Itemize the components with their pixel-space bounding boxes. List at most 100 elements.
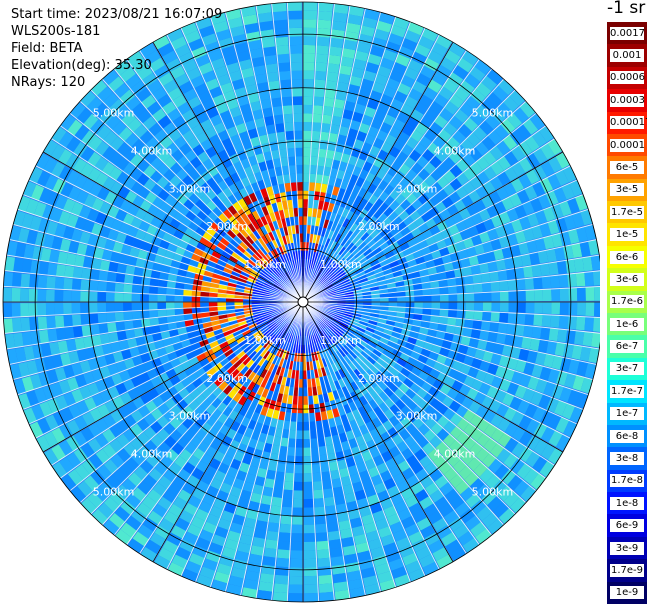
ppi-gate-cell (567, 228, 580, 244)
ppi-gate-cell (236, 362, 246, 373)
ppi-gate-cell (290, 558, 303, 568)
ppi-gate-cell (195, 226, 206, 237)
ppi-gate-cell (457, 123, 472, 138)
ppi-gate-cell (530, 473, 546, 490)
ppi-gate-cell (226, 365, 237, 375)
ppi-gate-cell (482, 241, 494, 253)
ppi-gate-cell (349, 75, 362, 87)
ppi-gate-cell (293, 387, 299, 397)
ppi-gate-cell (292, 395, 299, 405)
ppi-gate-cell (191, 516, 206, 530)
ppi-gate-cell (494, 124, 509, 140)
ppi-gate-cell (351, 235, 361, 245)
ppi-gate-cell (63, 277, 73, 290)
ppi-gate-cell (369, 428, 381, 440)
ppi-gate-cell (523, 265, 534, 278)
ppi-gate-cell (437, 271, 447, 280)
ppi-gate-cell (383, 477, 397, 490)
ppi-gate-cell (440, 294, 449, 302)
ppi-gate-cell (274, 282, 283, 288)
ppi-gate-cell (493, 502, 510, 518)
ppi-ray-line (101, 301, 304, 526)
ppi-gate-cell (201, 422, 213, 434)
ppi-gate-cell (341, 261, 350, 270)
ppi-gate-cell (547, 138, 563, 156)
ppi-gate-cell (489, 145, 504, 161)
ppi-gate-cell (66, 253, 77, 266)
ppi-gate-cell (126, 51, 144, 67)
ppi-gate-cell (115, 484, 131, 500)
ppi-gate-cell (223, 233, 233, 243)
ppi-gate-cell (363, 347, 373, 356)
ppi-gate-cell (356, 95, 369, 107)
ppi-gate-cell (564, 373, 577, 389)
ppi-gate-cell (318, 583, 334, 593)
ppi-gate-cell (497, 171, 511, 186)
ppi-gate-cell (317, 19, 332, 30)
ppi-gate-cell (124, 274, 134, 285)
ppi-gate-cell (229, 522, 244, 534)
ppi-gate-cell (487, 331, 498, 343)
ppi-gate-cell (108, 261, 119, 273)
ppi-gate-cell (338, 378, 346, 388)
ppi-gate-cell (206, 513, 221, 527)
ppi-gate-cell (534, 289, 543, 302)
ppi-gate-cell (263, 329, 272, 337)
ppi-gate-cell (58, 440, 73, 457)
ppi-gate-cell (333, 151, 343, 162)
ppi-gate-cell (74, 124, 90, 141)
ppi-gate-cell (60, 407, 74, 423)
ppi-gate-cell (307, 199, 314, 209)
ppi-gate-cell (248, 275, 258, 282)
ppi-gate-cell (182, 59, 198, 73)
ppi-gate-cell (259, 503, 271, 514)
ppi-gate-cell (325, 286, 335, 292)
ppi-gate-cell (195, 163, 207, 176)
ppi-gate-cell (428, 510, 444, 525)
ppi-gate-cell (263, 340, 271, 349)
ppi-gate-cell (97, 313, 107, 324)
ppi-gate-cell (258, 20, 274, 32)
ppi-gate-cell (81, 130, 96, 146)
ppi-gate-cell (429, 100, 444, 115)
colorbar-tick-label: 1.7e-5 (610, 205, 644, 219)
ppi-gate-cell (316, 540, 329, 551)
ppi-gate-cell (294, 139, 303, 148)
ppi-gate-cell (129, 247, 140, 258)
ppi-gate-cell (469, 66, 486, 82)
ppi-gate-cell (188, 221, 199, 232)
ppi-gate-cell (326, 220, 334, 230)
ppi-ray-line (302, 89, 516, 303)
ppi-gate-cell (179, 510, 194, 524)
ppi-gate-cell (388, 292, 398, 298)
ppi-gate-cell (345, 92, 358, 104)
ppi-ray-line (6, 254, 304, 303)
ppi-gate-cell (448, 517, 465, 532)
ppi-gate-cell (242, 329, 251, 337)
ppi-gate-cell (409, 210, 421, 221)
ppi-gate-cell (468, 337, 480, 348)
field-text: Field: BETA (11, 41, 83, 56)
ppi-gate-cell (120, 244, 132, 256)
ppi-gate-cell (365, 61, 379, 74)
ppi-gate-cell (463, 216, 475, 229)
ppi-ray-line (240, 301, 304, 596)
ppi-gate-cell (249, 101, 262, 112)
ppi-gate-cell (124, 133, 139, 148)
ppi-gate-cell (22, 181, 37, 198)
ppi-gate-cell (252, 109, 264, 120)
ppi-gate-cell (135, 258, 146, 269)
ppi-gate-cell (217, 74, 231, 86)
ppi-ray-line (302, 125, 546, 303)
ppi-gate-cell (405, 341, 415, 351)
ppi-gate-cell (83, 113, 99, 130)
ppi-gate-cell (261, 269, 270, 277)
ppi-gate-cell (269, 513, 281, 524)
ppi-gate-cell (150, 270, 161, 280)
ppi-gate-cell (226, 259, 236, 267)
ppi-gate-cell (354, 250, 363, 259)
ppi-gate-cell (148, 468, 163, 482)
ppi-gate-cell (115, 105, 131, 121)
ppi-gate-cell (256, 386, 265, 396)
ppi-gate-cell (265, 278, 275, 285)
